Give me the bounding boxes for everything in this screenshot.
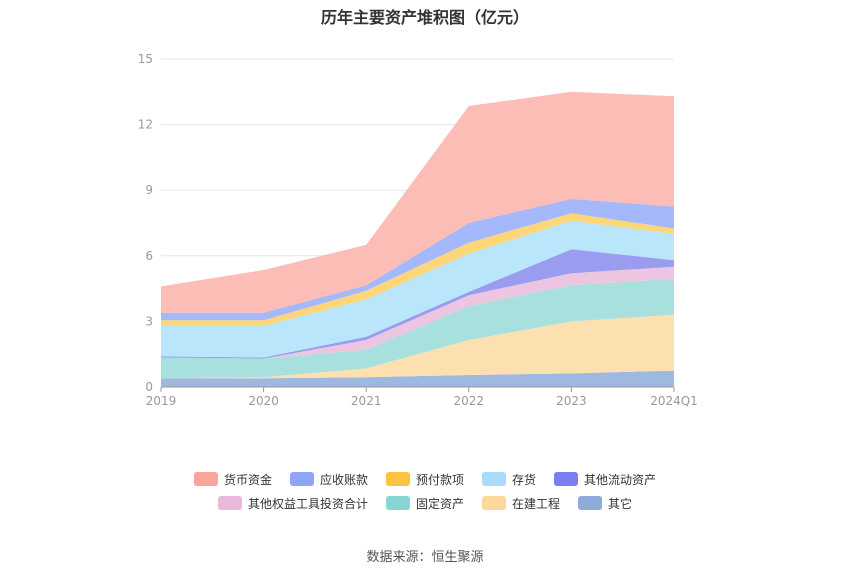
legend-swatch — [289, 472, 314, 486]
legend-row-2: 其他权益工具投资合计 固定资产 在建工程 其它 — [0, 494, 850, 512]
legend-item[interactable]: 其他流动资产 — [554, 470, 656, 488]
legend-swatch — [385, 496, 410, 510]
area-series-2 — [161, 314, 674, 379]
legend-item[interactable]: 应收账款 — [289, 470, 368, 488]
x-tick-label: 2021 — [351, 394, 382, 408]
y-tick-label: 12 — [138, 118, 153, 132]
legend-label: 其它 — [608, 496, 633, 511]
legend-swatch — [193, 472, 218, 486]
legend-row-1: 货币资金 应收账款 预付款项 存货 其他流动资产 — [0, 470, 850, 488]
legend-swatch — [554, 472, 579, 486]
y-tick-label: 6 — [145, 249, 153, 263]
axes: 0 3 6 9 12 15 2019 2020 2021 2022 2023 2024Q1 — [138, 52, 698, 408]
legend-label: 存货 — [512, 472, 537, 487]
legend-swatch — [217, 496, 242, 510]
y-tick-label: 15 — [138, 52, 153, 66]
area-series-9 — [161, 91, 674, 313]
y-tick-label: 9 — [145, 183, 153, 197]
x-tick-label: 2022 — [454, 394, 485, 408]
area-series-4 — [161, 266, 674, 359]
area-series-1 — [161, 370, 674, 387]
area-series-6 — [161, 220, 674, 358]
stacked-area-chart: 0 3 6 9 12 15 2019 2020 2021 2022 2023 2024Q1 — [138, 52, 698, 408]
legend-swatch — [385, 472, 410, 486]
legend-item[interactable]: 其他权益工具投资合计 — [217, 494, 368, 512]
legend-label: 固定资产 — [415, 496, 464, 511]
x-tick-label: 2023 — [556, 394, 587, 408]
area-series-3 — [161, 278, 674, 379]
legend-item[interactable]: 固定资产 — [385, 494, 464, 512]
legend-label: 在建工程 — [512, 496, 561, 511]
legend-label: 预付款项 — [415, 472, 464, 487]
legend-label: 应收账款 — [319, 472, 368, 487]
legend-swatch — [482, 496, 506, 510]
y-tick-label: 3 — [145, 314, 153, 328]
legend-swatch — [482, 472, 506, 486]
legend-item[interactable]: 其它 — [578, 494, 632, 512]
legend-swatch — [578, 496, 603, 510]
area-series-5 — [161, 249, 674, 359]
data-source: 数据来源：恒生聚源 — [366, 550, 484, 565]
chart-title: 历年主要资产堆积图（亿元） — [320, 8, 529, 27]
area-series — [161, 91, 674, 387]
x-tick-label: 2019 — [146, 394, 177, 408]
x-tick-label: 2020 — [248, 394, 279, 408]
legend-label: 其他权益工具投资合计 — [247, 496, 368, 511]
x-tick-label: 2024Q1 — [650, 394, 698, 408]
legend-label: 货币资金 — [223, 472, 272, 487]
area-series-8 — [161, 198, 674, 321]
legend-item[interactable]: 货币资金 — [193, 470, 272, 488]
legend: 货币资金 应收账款 预付款项 存货 其他流动资产 其他权益工具投资合计 固定资产 在建工程其… — [0, 470, 850, 518]
area-series-7 — [161, 213, 674, 326]
legend-item[interactable]: 存货 — [482, 470, 536, 488]
legend-label: 其他流动资产 — [584, 472, 657, 487]
legend-item[interactable]: 在建工程 — [482, 494, 560, 512]
y-tick-label: 0 — [145, 380, 153, 394]
legend-item[interactable]: 预付款项 — [385, 470, 464, 488]
